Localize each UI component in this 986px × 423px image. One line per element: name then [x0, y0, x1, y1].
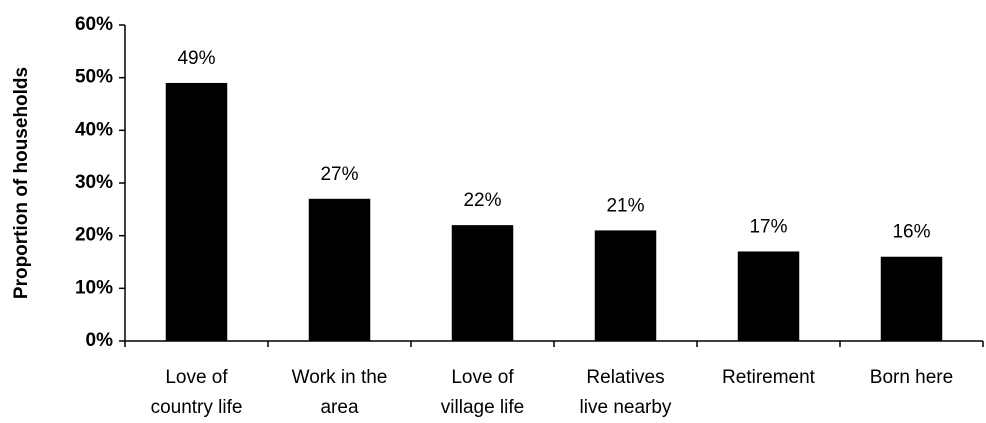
data-label: 17% [749, 216, 787, 237]
bar [880, 256, 943, 341]
x-tick-label: Relatives live nearby [579, 367, 672, 418]
data-label: 27% [320, 164, 358, 185]
y-tick-label: 40% [75, 119, 113, 140]
bar [451, 225, 514, 341]
bar [737, 251, 800, 341]
y-tick-label: 20% [75, 225, 113, 246]
y-tick-label: 10% [75, 277, 113, 298]
x-tick-label: Work in the area [291, 367, 388, 418]
y-tick-label: 0% [86, 330, 114, 351]
data-label: 49% [177, 48, 215, 69]
y-axis-label: Proportion of households [11, 67, 32, 299]
bar [165, 82, 228, 341]
x-tick-label: Love of country life [150, 367, 243, 418]
y-tick-label: 30% [75, 172, 113, 193]
data-label: 16% [892, 222, 930, 243]
y-tick-label: 60% [75, 14, 113, 35]
x-tick-label: Retirement [722, 367, 815, 388]
bar [308, 198, 371, 341]
data-label: 22% [463, 190, 501, 211]
x-tick-label: Love of village life [440, 367, 525, 418]
bar [594, 230, 657, 341]
x-tick-label: Born here [869, 367, 954, 388]
data-label: 21% [606, 195, 644, 216]
y-tick-label: 50% [75, 67, 113, 88]
